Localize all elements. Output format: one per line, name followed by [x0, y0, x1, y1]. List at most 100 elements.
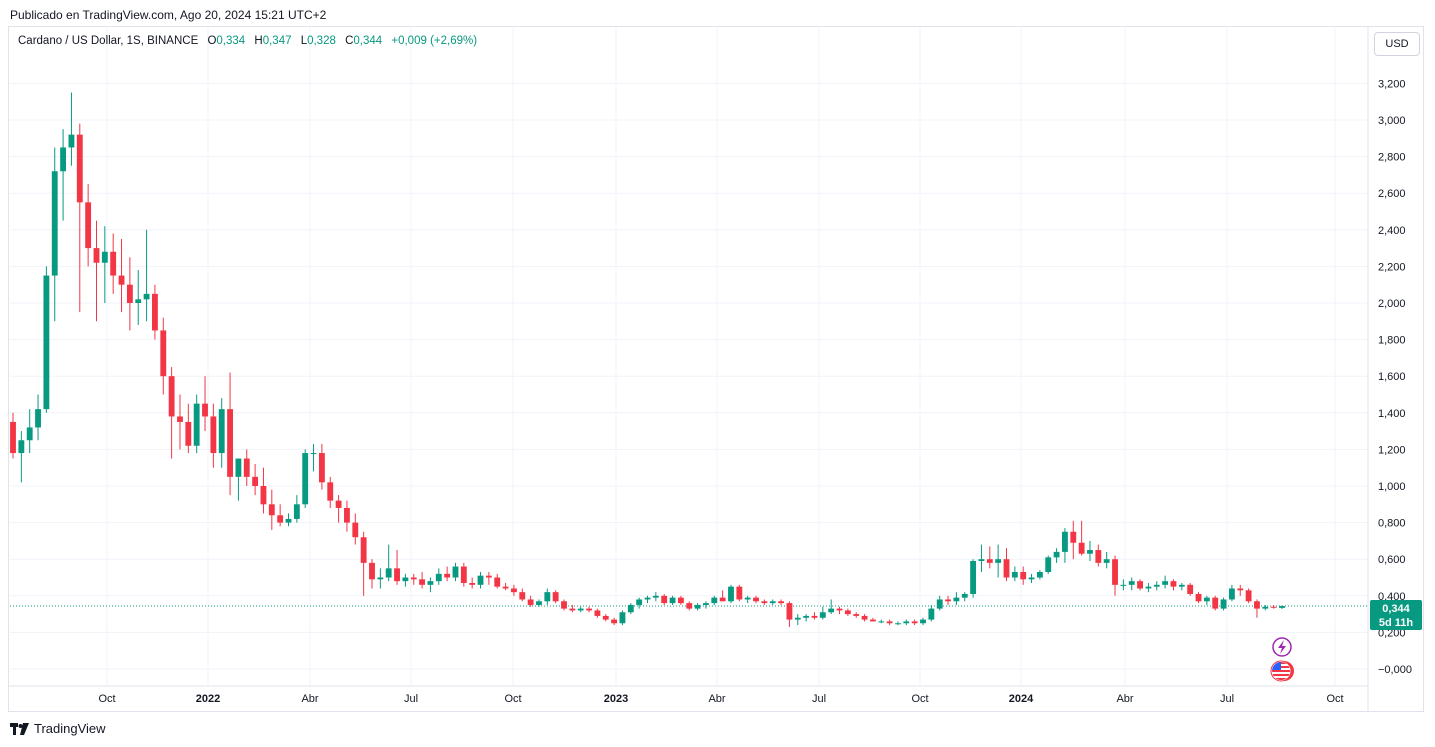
us-flag-icon[interactable]: [1270, 660, 1294, 682]
candle[interactable]: [168, 367, 175, 459]
candle[interactable]: [1187, 582, 1194, 596]
candle[interactable]: [243, 449, 250, 486]
candle[interactable]: [185, 403, 192, 454]
candle[interactable]: [302, 449, 309, 508]
candle[interactable]: [953, 592, 960, 605]
candle[interactable]: [978, 544, 985, 573]
candle[interactable]: [711, 595, 718, 605]
candle[interactable]: [193, 394, 200, 454]
candle[interactable]: [527, 595, 534, 607]
candle[interactable]: [1045, 555, 1052, 574]
candle[interactable]: [369, 559, 375, 589]
candle[interactable]: [485, 572, 492, 585]
candle[interactable]: [844, 608, 851, 616]
candle[interactable]: [143, 229, 150, 322]
candle[interactable]: [1220, 597, 1227, 611]
candle[interactable]: [869, 617, 876, 622]
candle[interactable]: [435, 568, 442, 585]
candle[interactable]: [1095, 544, 1102, 567]
candle[interactable]: [786, 601, 793, 627]
candle[interactable]: [410, 573, 417, 585]
candle[interactable]: [68, 92, 75, 166]
candle[interactable]: [152, 284, 158, 340]
candle[interactable]: [344, 500, 350, 532]
candle[interactable]: [510, 584, 517, 596]
candle[interactable]: [594, 608, 601, 618]
candle[interactable]: [85, 184, 92, 267]
candle[interactable]: [778, 599, 785, 605]
candle[interactable]: [1203, 595, 1210, 605]
candle[interactable]: [260, 467, 267, 514]
candle[interactable]: [402, 573, 409, 587]
candle[interactable]: [619, 610, 626, 626]
candle[interactable]: [1062, 528, 1068, 563]
candle[interactable]: [1270, 604, 1277, 609]
candle[interactable]: [110, 233, 117, 294]
candle[interactable]: [1070, 520, 1077, 560]
candle[interactable]: [502, 582, 509, 591]
candle[interactable]: [1254, 599, 1260, 618]
candle[interactable]: [60, 129, 67, 221]
candle[interactable]: [995, 544, 1002, 578]
candle[interactable]: [469, 577, 476, 589]
candle[interactable]: [920, 617, 926, 626]
candle[interactable]: [586, 606, 592, 613]
candle[interactable]: [277, 504, 284, 527]
candle[interactable]: [536, 599, 542, 607]
candle[interactable]: [577, 606, 584, 613]
candle[interactable]: [126, 257, 133, 331]
candle[interactable]: [477, 572, 484, 589]
candle[interactable]: [460, 562, 467, 587]
candle[interactable]: [218, 398, 225, 468]
candle[interactable]: [828, 599, 835, 615]
currency-button[interactable]: USD: [1374, 32, 1420, 56]
candle[interactable]: [43, 266, 50, 413]
candle[interactable]: [736, 584, 743, 602]
candle[interactable]: [561, 599, 567, 611]
candle[interactable]: [76, 123, 83, 313]
candle[interactable]: [444, 566, 451, 582]
candle[interactable]: [1212, 595, 1219, 611]
candle[interactable]: [928, 604, 935, 622]
candle[interactable]: [118, 238, 125, 313]
candle[interactable]: [1228, 584, 1235, 602]
candle[interactable]: [602, 614, 609, 622]
candle[interactable]: [377, 568, 384, 589]
candle[interactable]: [861, 614, 868, 622]
candle[interactable]: [728, 584, 734, 604]
candle[interactable]: [1011, 566, 1018, 582]
candle[interactable]: [1153, 581, 1160, 591]
candle[interactable]: [895, 621, 901, 626]
candle[interactable]: [10, 412, 16, 459]
candle[interactable]: [1262, 604, 1269, 611]
candle[interactable]: [1178, 582, 1185, 591]
candle[interactable]: [652, 592, 659, 602]
candle[interactable]: [703, 601, 709, 609]
candle[interactable]: [352, 513, 359, 545]
candle[interactable]: [986, 546, 993, 569]
candle[interactable]: [677, 595, 684, 605]
candle[interactable]: [1020, 566, 1027, 585]
candle[interactable]: [235, 458, 242, 501]
candle[interactable]: [1170, 579, 1177, 591]
candle[interactable]: [160, 317, 167, 395]
candle[interactable]: [1053, 548, 1060, 563]
candle[interactable]: [1162, 575, 1169, 589]
candle[interactable]: [268, 489, 275, 530]
candle[interactable]: [394, 550, 400, 585]
candle[interactable]: [903, 619, 910, 626]
candle[interactable]: [1103, 551, 1110, 569]
candle[interactable]: [135, 270, 142, 325]
candle[interactable]: [1245, 588, 1252, 604]
candle[interactable]: [1128, 577, 1135, 591]
candle[interactable]: [101, 226, 108, 303]
candle[interactable]: [1087, 540, 1093, 562]
candle[interactable]: [886, 619, 893, 626]
candle[interactable]: [611, 617, 618, 626]
candle[interactable]: [803, 614, 810, 622]
candle[interactable]: [1145, 582, 1152, 593]
candle[interactable]: [970, 559, 977, 598]
candle[interactable]: [1028, 573, 1035, 583]
candle[interactable]: [811, 612, 818, 620]
